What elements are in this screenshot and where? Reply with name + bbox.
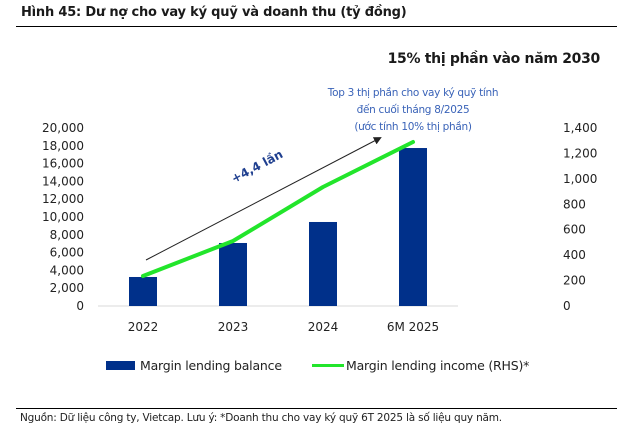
growth-arrow [145,137,382,261]
right-tick-label: 0 [563,299,571,313]
left-tick-label: 2,000 [50,281,84,295]
growth-label: +4,4 lần [229,147,285,186]
left-tick-label: 12,000 [42,192,84,206]
headline: 15% thị phần vào năm 2030 [387,51,601,67]
legend-label-income: Margin lending income (RHS)* [346,358,530,373]
left-tick-label: 0 [76,299,84,313]
bar-2022 [129,276,157,306]
market-share-note: Top 3 thị phần cho vay ký quỹ tính đến c… [318,85,508,136]
x-tick-label: 6M 2025 [387,320,439,334]
x-tick-label: 2024 [308,320,339,334]
legend-item-balance: Margin lending balance [106,358,282,373]
source-note: Nguồn: Dữ liệu công ty, Vietcap. Lưu ý: … [20,412,502,424]
x-tick-label: 2022 [128,320,159,334]
left-tick-label: 18,000 [42,139,84,153]
right-tick-label: 600 [563,223,586,237]
bar-2023 [219,242,247,306]
left-tick-label: 20,000 [42,121,84,135]
note-line-1: Top 3 thị phần cho vay ký quỹ tính [327,87,499,99]
left-tick-label: 10,000 [42,210,84,224]
legend-line-swatch [312,364,344,367]
right-tick-label: 200 [563,274,586,288]
right-axis: 0 200 400 600 800 1,000 1,200 1,400 [563,121,597,313]
right-tick-label: 1,200 [563,146,597,160]
footer-divider [16,408,617,409]
legend-bar-swatch [106,361,135,370]
figure-title: Hình 45: Dư nợ cho vay ký quỹ và doanh t… [21,5,407,20]
title-divider [16,26,617,27]
legend-label-balance: Margin lending balance [140,358,282,373]
bar-2024 [309,221,337,306]
income-line [141,140,415,278]
right-tick-label: 800 [563,197,586,211]
bar-series [129,148,427,306]
right-tick-label: 1,400 [563,121,597,135]
right-tick-label: 400 [563,248,586,262]
left-tick-label: 6,000 [50,246,84,260]
left-tick-label: 14,000 [42,174,84,188]
left-tick-label: 16,000 [42,157,84,171]
left-tick-label: 4,000 [50,263,84,277]
x-axis: 2022 2023 2024 6M 2025 [128,320,439,334]
legend-item-income: Margin lending income (RHS)* [312,358,529,373]
note-line-3: (ước tính 10% thị phần) [354,121,472,133]
left-axis: 0 2,000 4,000 6,000 8,000 10,000 12,000 14,000 1… [42,121,84,313]
x-tick-label: 2023 [218,320,249,334]
note-line-2: đến cuối tháng 8/2025 [356,104,470,116]
bar-6m-2025 [399,148,427,306]
right-tick-label: 1,000 [563,172,597,186]
left-tick-label: 8,000 [50,228,84,242]
